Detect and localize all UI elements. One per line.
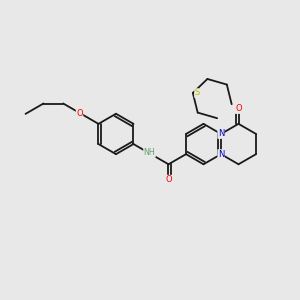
- Text: O: O: [166, 175, 172, 184]
- Text: O: O: [235, 104, 242, 113]
- Text: O: O: [76, 109, 83, 118]
- Text: N: N: [218, 150, 224, 159]
- Text: NH: NH: [144, 148, 155, 157]
- Text: S: S: [195, 88, 200, 98]
- Text: N: N: [218, 130, 224, 139]
